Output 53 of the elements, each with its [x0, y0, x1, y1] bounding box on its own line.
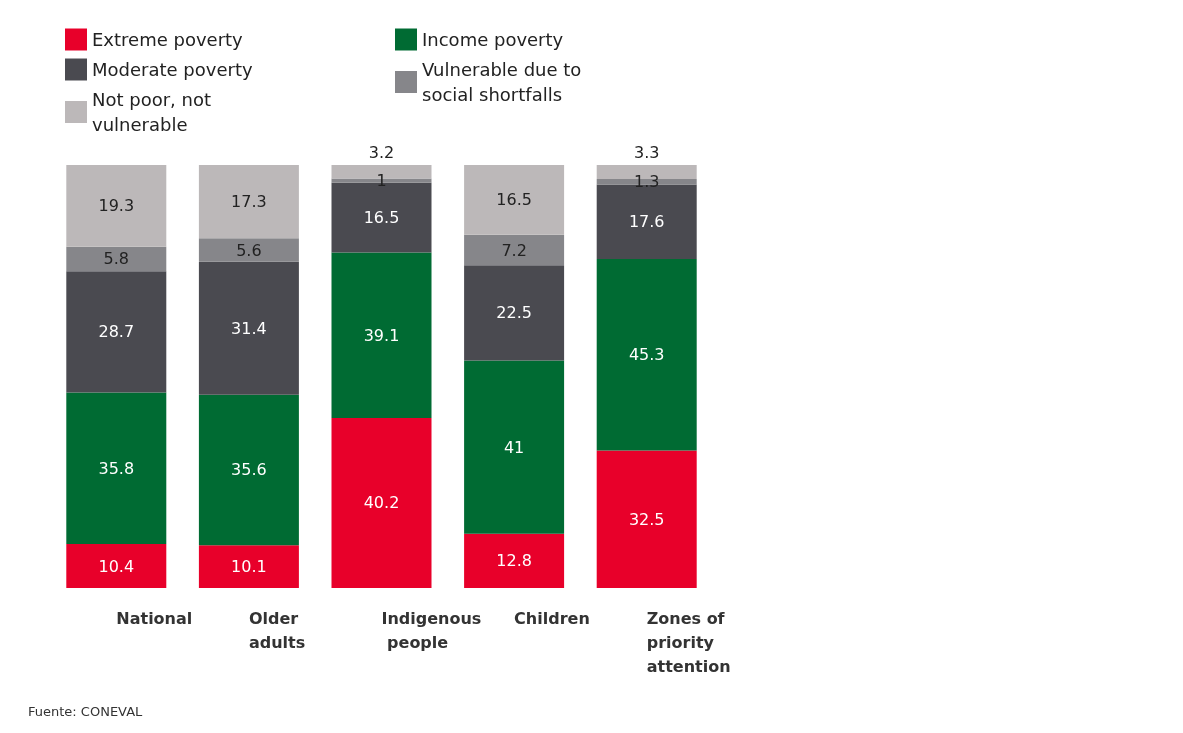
data-label: 31.4	[231, 318, 267, 338]
x-tick-label: Zones of priority attention	[646, 608, 731, 676]
data-label: 35.8	[98, 458, 135, 478]
bar	[198, 394, 299, 546]
data-label: 28.7	[98, 322, 135, 342]
legend-label: Not poor, not vulnerable	[92, 89, 217, 135]
bar	[198, 261, 299, 395]
data-label: 39.1	[363, 325, 400, 345]
x-tick-label: Children	[514, 608, 590, 628]
x-tick-label: Indigenous people	[381, 608, 482, 652]
data-label: 16.5	[363, 208, 400, 228]
bar	[331, 252, 432, 418]
legend-label: Income poverty	[422, 29, 564, 50]
data-label: 45.3	[628, 345, 665, 365]
bar	[464, 265, 565, 361]
bar	[66, 544, 167, 588]
bar	[596, 258, 697, 451]
data-label: 17.6	[628, 212, 665, 232]
legend-label: Vulnerable due to social shortfalls	[422, 59, 588, 105]
data-label: 5.6	[236, 240, 262, 260]
data-label: 41	[503, 437, 525, 457]
data-label: 7.2	[501, 240, 527, 260]
bar	[464, 360, 565, 534]
bar	[464, 165, 565, 235]
x-tick-label: National	[116, 608, 193, 628]
bar	[66, 165, 167, 247]
data-label: 32.5	[628, 509, 665, 529]
bar	[66, 271, 167, 393]
bar	[331, 417, 432, 588]
source-note: Fuente: CONEVAL	[28, 704, 144, 719]
bar	[66, 246, 167, 272]
data-label: 22.5	[496, 303, 532, 323]
bar	[66, 392, 167, 545]
bar	[596, 450, 697, 588]
data-label: 16.5	[496, 190, 532, 210]
data-label: 10.1	[231, 557, 267, 577]
data-label: 10.4	[98, 556, 135, 576]
legend-label: Moderate poverty	[92, 59, 253, 80]
bar	[198, 165, 299, 239]
data-label: 3.2	[368, 142, 395, 162]
data-label: 40.2	[363, 493, 400, 513]
data-label: 35.6	[231, 460, 267, 480]
data-label: 3.3	[633, 142, 660, 162]
data-label: 17.3	[231, 192, 267, 212]
bar	[464, 533, 565, 588]
x-tick-label: Older adults	[248, 608, 306, 652]
data-label: 19.3	[98, 196, 135, 216]
data-label: 5.8	[103, 249, 130, 269]
legend-label: Extreme poverty	[92, 29, 244, 50]
bar	[464, 234, 565, 266]
data-label: 12.8	[496, 551, 532, 571]
bar	[198, 545, 299, 588]
bar	[198, 238, 299, 262]
